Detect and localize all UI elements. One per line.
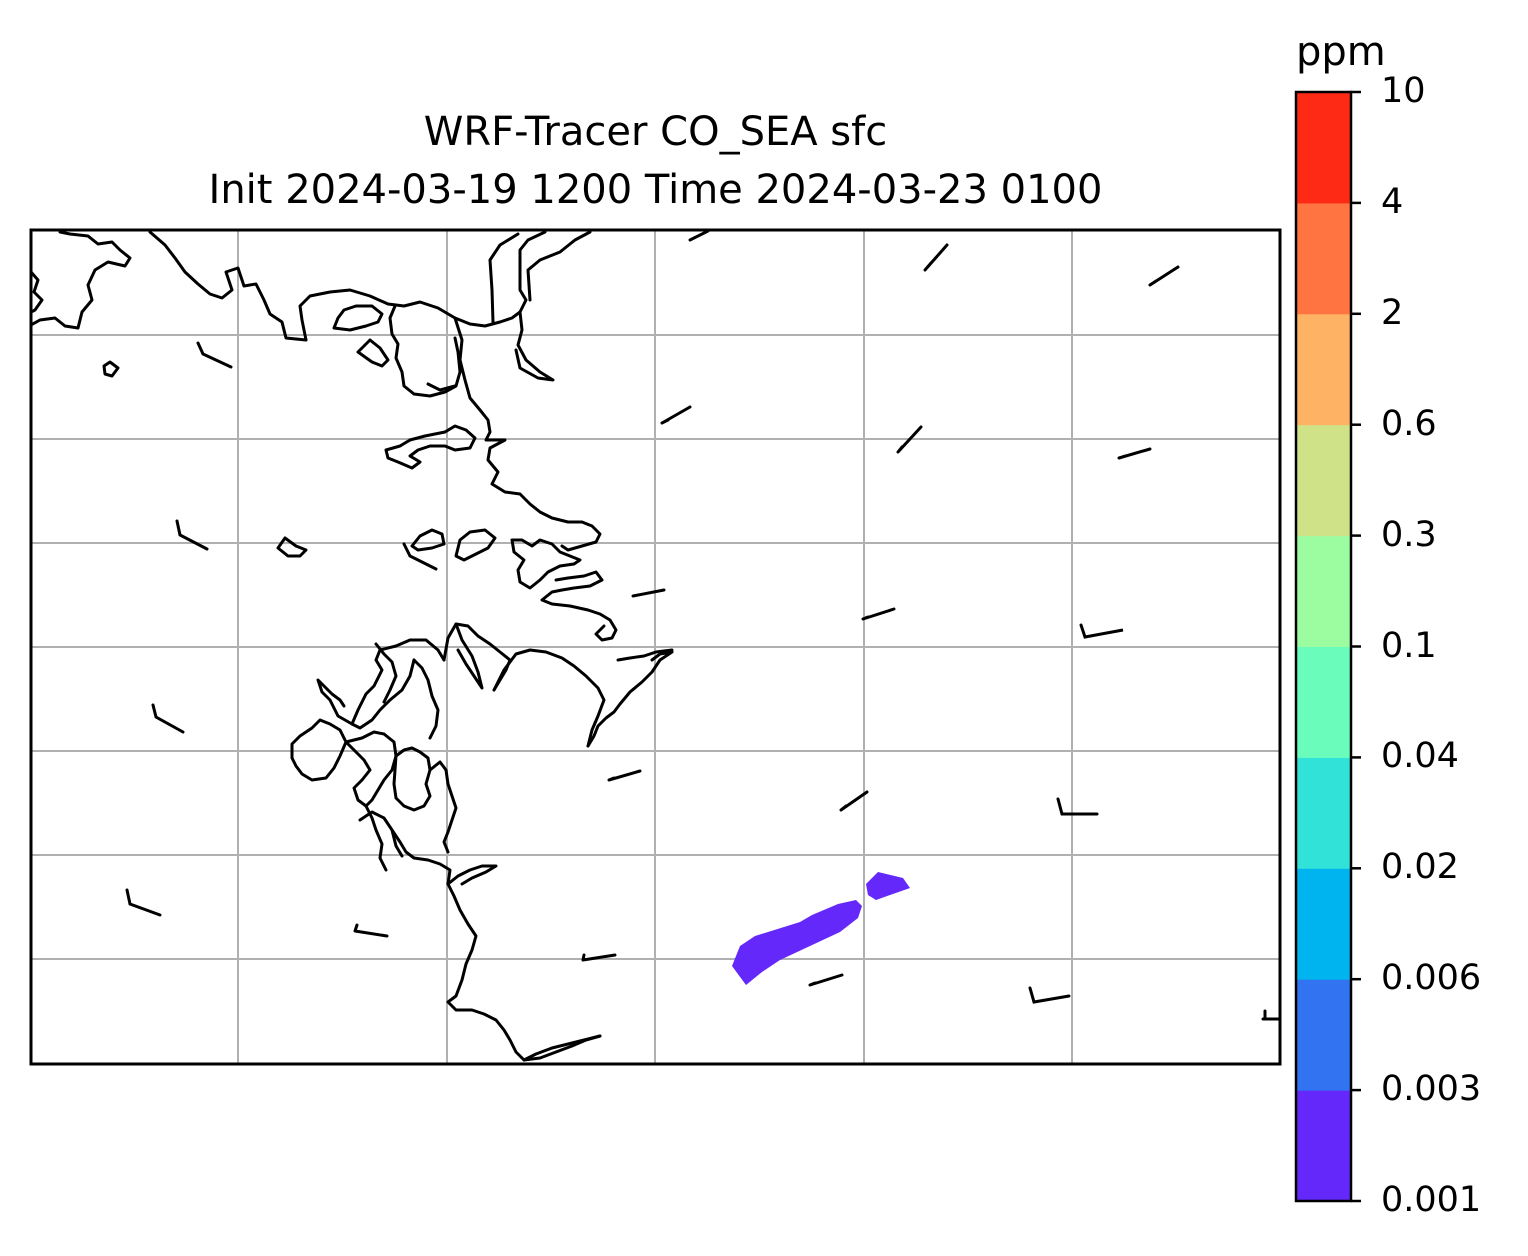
wind-barb-icon <box>581 953 617 962</box>
colorbar-tick-label: 0.3 <box>1381 514 1437 555</box>
wind-barb-icon <box>861 607 896 621</box>
wind-barb-icon <box>923 243 949 272</box>
tracer-plume-east <box>866 872 910 900</box>
wind-barb-icon <box>1079 623 1124 639</box>
colorbar-tick-label: 0.001 <box>1381 1180 1482 1220</box>
colorbar-segment <box>1296 92 1351 204</box>
wind-barb-icon <box>631 588 666 598</box>
map-frame <box>29 228 1282 1066</box>
wind-barb-icon <box>839 790 869 812</box>
colorbar-tick-label: 0.1 <box>1381 625 1437 666</box>
colorbar-segment <box>1296 1090 1351 1202</box>
wind-barb-icon <box>1148 265 1180 287</box>
colorbar-tick-label: 10 <box>1381 71 1426 111</box>
concentration-fill <box>732 872 910 985</box>
colorbar-tick-label: 2 <box>1381 292 1404 333</box>
wind-barbs <box>125 230 1280 1021</box>
colorbar-segment <box>1296 757 1351 869</box>
wind-barb-icon <box>196 341 233 369</box>
colorbar-segment <box>1296 535 1351 647</box>
colorbar-segment <box>1296 979 1351 1091</box>
wind-barb-icon <box>125 888 162 917</box>
wind-barb-icon <box>896 425 923 454</box>
colorbar-segment <box>1296 868 1351 980</box>
wind-barb-icon <box>688 230 710 242</box>
colorbar-tick-label: 0.006 <box>1381 958 1482 999</box>
colorbar <box>1294 90 1361 1203</box>
colorbar-tick-label: 0.02 <box>1381 847 1459 888</box>
map-gridlines <box>31 230 1280 1064</box>
wind-barb-icon <box>1117 447 1152 460</box>
colorbar-segment <box>1296 202 1351 315</box>
wind-barb-icon <box>1056 797 1099 816</box>
colorbar-tick-label: 0.04 <box>1381 736 1459 777</box>
coastlines <box>31 230 674 1062</box>
colorbar-segment <box>1296 313 1351 426</box>
colorbar-segment <box>1296 646 1351 758</box>
colorbar-tick-label: 0.6 <box>1381 403 1437 444</box>
colorbar-tick-label: 0.003 <box>1381 1069 1482 1110</box>
map-title: WRF-Tracer CO_SEA sfc <box>423 109 888 155</box>
wind-barb-icon <box>402 542 438 571</box>
colorbar-tick-label: 4 <box>1381 181 1404 222</box>
wind-barb-icon <box>151 703 185 734</box>
colorbar-segment <box>1296 424 1351 537</box>
colorbar-unit-label: ppm <box>1296 29 1386 75</box>
map-subtitle: Init 2024-03-19 1200 Time 2024-03-23 010… <box>208 167 1103 213</box>
wind-barb-icon <box>607 769 642 782</box>
wind-barb-icon <box>175 519 209 551</box>
tracer-plume-main <box>732 900 862 985</box>
wind-barb-icon <box>1028 986 1071 1004</box>
wind-barb-icon <box>1261 1009 1280 1021</box>
wind-barb-icon <box>660 405 692 425</box>
wind-barb-icon <box>808 973 844 987</box>
wind-barb-icon <box>353 923 389 938</box>
